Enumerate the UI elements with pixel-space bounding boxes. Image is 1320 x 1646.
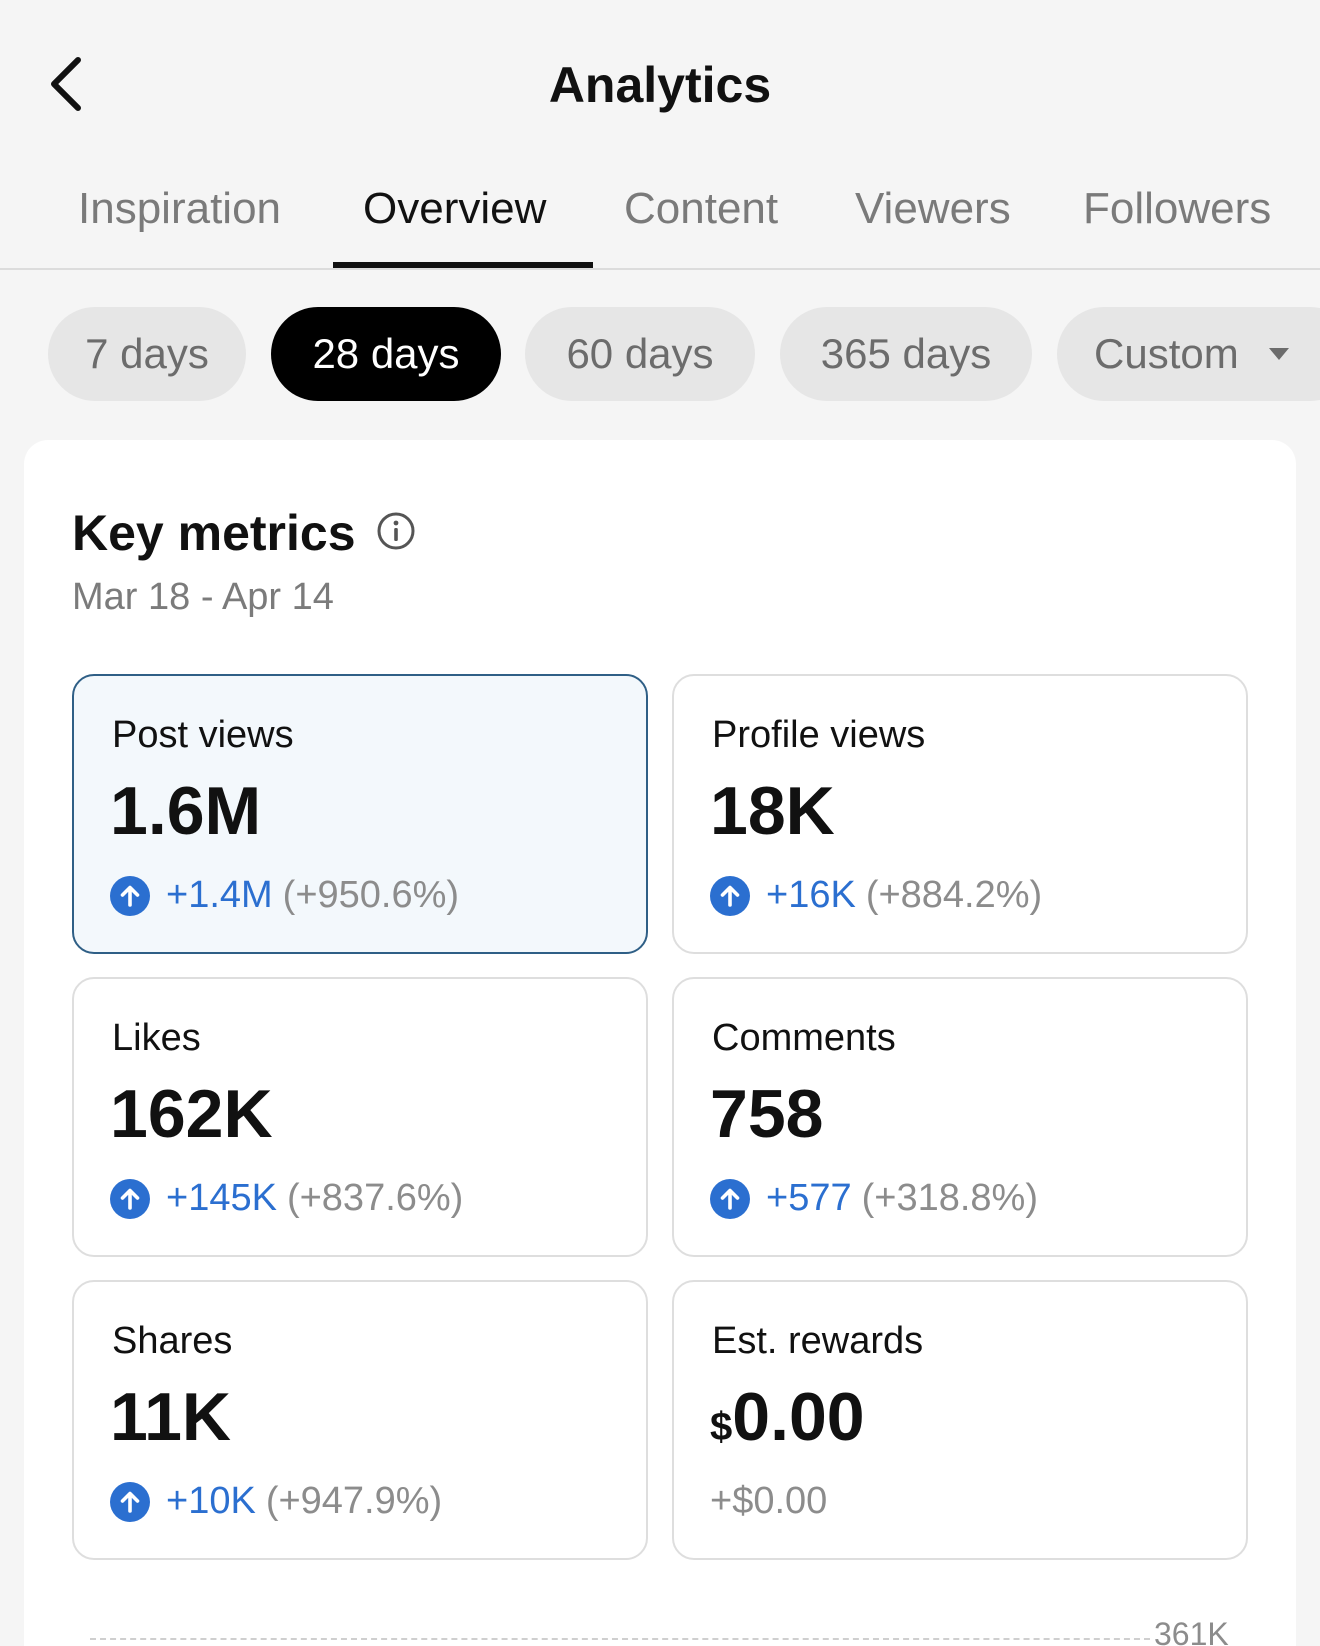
chart-gridline [90, 1638, 1150, 1640]
chip-label: Custom [1094, 330, 1239, 377]
arrow-up-circle-icon [110, 1178, 150, 1219]
metric-value: 18K [710, 773, 835, 849]
key-metrics-card: Key metrics Mar 18 - Apr 14 Post views 1… [24, 440, 1296, 1646]
metric-change: +16K (+884.2%) [710, 874, 1042, 917]
key-metrics-title: Key metrics [72, 505, 356, 561]
chip-label: 365 days [820, 330, 992, 377]
metric-card-likes[interactable]: Likes 162K +145K (+837.6%) [72, 977, 648, 1257]
metric-value: 758 [710, 1076, 824, 1152]
chip-label: 7 days [85, 330, 209, 377]
range-365-days-chip[interactable]: 365 days [780, 307, 1032, 401]
metric-card-post-views[interactable]: Post views 1.6M +1.4M (+950.6%) [72, 674, 648, 954]
range-7-days-chip[interactable]: 7 days [48, 307, 246, 401]
metric-percent: (+947.9%) [265, 1480, 443, 1522]
metric-label: Comments [712, 1017, 896, 1059]
chip-label: 28 days [312, 330, 460, 377]
tab-followers[interactable]: Followers [1083, 184, 1272, 233]
metric-change: +10K (+947.9%) [110, 1480, 442, 1523]
active-tab-indicator [333, 262, 593, 268]
metric-label: Shares [112, 1320, 233, 1362]
metric-change: +$0.00 [710, 1480, 827, 1523]
caret-down-icon [1268, 347, 1289, 360]
metric-delta: +10K [166, 1480, 256, 1522]
metric-value: 11K [110, 1379, 231, 1455]
metric-value: 162K [110, 1076, 273, 1152]
arrow-up-circle-icon [110, 1481, 150, 1522]
range-28-days-chip[interactable]: 28 days [271, 307, 501, 401]
metric-label: Profile views [712, 714, 926, 756]
header: Analytics [0, 0, 1320, 170]
metric-card-shares[interactable]: Shares 11K +10K (+947.9%) [72, 1280, 648, 1560]
metric-change: +577 (+318.8%) [710, 1177, 1038, 1220]
arrow-up-circle-icon [110, 875, 150, 916]
date-range-chips: 7 days 28 days 60 days 365 days Custom [0, 307, 1320, 403]
info-icon[interactable] [376, 511, 416, 551]
page-title: Analytics [548, 57, 772, 113]
tab-overview[interactable]: Overview [363, 184, 547, 233]
back-button[interactable] [44, 52, 92, 116]
metric-label: Est. rewards [712, 1320, 924, 1362]
metric-percent: (+837.6%) [286, 1177, 464, 1219]
metric-delta: +16K [766, 874, 856, 916]
metric-amount: 0.00 [732, 1379, 865, 1455]
metric-label: Likes [112, 1017, 201, 1059]
tab-inspiration[interactable]: Inspiration [78, 184, 282, 233]
chart-max-label: 361K [1154, 1616, 1229, 1646]
metric-percent: (+884.2%) [865, 874, 1043, 916]
arrow-up-circle-icon [710, 1178, 750, 1219]
metric-card-est-rewards[interactable]: Est. rewards $0.00 +$0.00 [672, 1280, 1248, 1560]
tab-viewers[interactable]: Viewers [855, 184, 1011, 233]
range-60-days-chip[interactable]: 60 days [525, 307, 755, 401]
chevron-left-icon [51, 57, 81, 111]
metric-card-comments[interactable]: Comments 758 +577 (+318.8%) [672, 977, 1248, 1257]
metric-value: 1.6M [110, 773, 262, 849]
arrow-up-circle-icon [710, 875, 750, 916]
metric-card-profile-views[interactable]: Profile views 18K +16K (+884.2%) [672, 674, 1248, 954]
metric-value: $0.00 [710, 1378, 865, 1456]
metric-change: +1.4M (+950.6%) [110, 874, 459, 917]
metric-label: Post views [112, 714, 294, 756]
tab-content[interactable]: Content [624, 184, 779, 233]
metric-delta: +$0.00 [710, 1480, 828, 1522]
metric-delta: +577 [766, 1177, 852, 1219]
metric-delta: +145K [166, 1177, 277, 1219]
metric-percent: (+950.6%) [282, 874, 460, 916]
tab-bar: Inspiration Overview Content Viewers Fol… [0, 170, 1320, 270]
metric-change: +145K (+837.6%) [110, 1177, 463, 1220]
range-custom-dropdown[interactable]: Custom [1057, 307, 1320, 401]
metric-percent: (+318.8%) [861, 1177, 1038, 1219]
chip-label: 60 days [566, 330, 714, 377]
metric-delta: +1.4M [166, 874, 273, 916]
date-range-label: Mar 18 - Apr 14 [72, 576, 334, 618]
currency-symbol: $ [710, 1405, 733, 1449]
